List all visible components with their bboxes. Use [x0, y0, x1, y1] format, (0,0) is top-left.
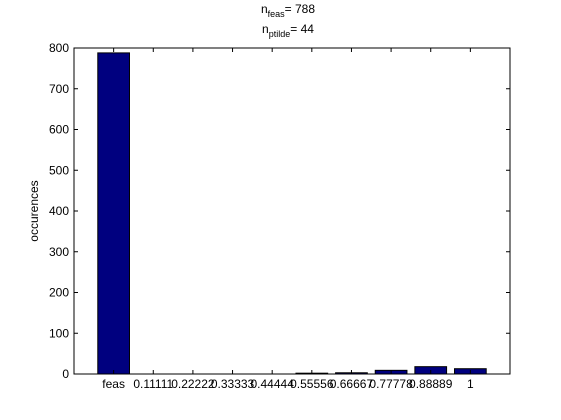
title-line-2: nptilde= 44 [262, 22, 314, 39]
y-tick-label: 300 [49, 245, 69, 259]
plot-frame [73, 47, 511, 375]
x-tick-label: 1 [467, 377, 474, 391]
y-tick-label: 100 [49, 326, 69, 340]
y-tick-label: 400 [49, 204, 69, 218]
y-tick-label: 600 [49, 123, 69, 137]
y-tick-label: 0 [62, 367, 69, 381]
bars [97, 52, 487, 375]
y-tick-label: 200 [49, 286, 69, 300]
y-axis-ticks: 0 100 200 300 400 500 600 700 800 [49, 41, 510, 381]
chart-title: nfeas= 788 nptilde= 44 [261, 2, 315, 39]
y-tick-label: 700 [49, 82, 69, 96]
x-tick-label: 0.11111 [133, 377, 173, 391]
bar [97, 52, 130, 375]
title-line-1: nfeas= 788 [261, 2, 315, 19]
x-tick-label: 0.77778 [369, 377, 413, 391]
x-axis-ticks: feas 0.111110.222220.333330.444440.555560… [102, 48, 474, 391]
x-tick-label: 0.22222 [171, 377, 215, 391]
y-axis-label: occurences [27, 180, 41, 241]
x-tick-label: 0.88889 [409, 377, 453, 391]
x-tick-label: 0.33333 [211, 377, 255, 391]
x-tick-label: 0.44444 [250, 377, 294, 391]
y-tick-label: 800 [49, 41, 69, 55]
x-tick-label: 0.66667 [330, 377, 374, 391]
x-tick-label: feas [102, 377, 125, 391]
x-tick-label: 0.55556 [290, 377, 334, 391]
y-tick-label: 500 [49, 163, 69, 177]
